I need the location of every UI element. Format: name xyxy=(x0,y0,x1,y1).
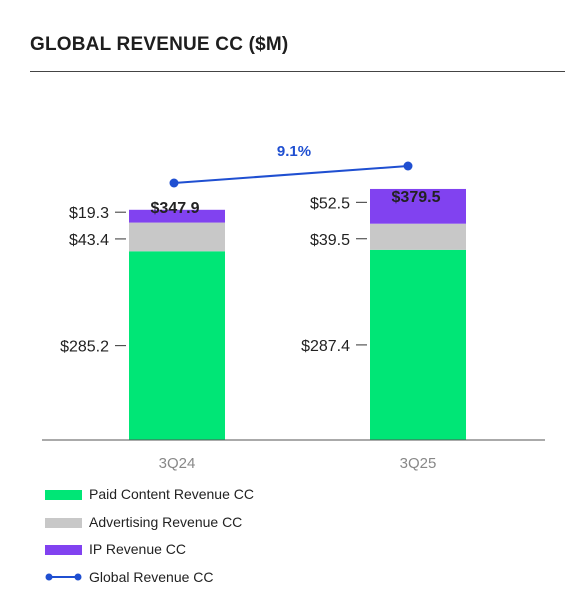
bar-segment-paid-content-revenue-cc-3q25 xyxy=(370,249,466,440)
global-revenue-line xyxy=(173,165,409,184)
x-tick-label-3q24: 3Q24 xyxy=(159,455,196,472)
legend-label-advertising: Advertising Revenue CC xyxy=(89,514,243,530)
bar-segment-ip-revenue-cc-3q25 xyxy=(370,188,466,224)
total-label-3q24: $347.9 xyxy=(151,200,200,217)
chart-title: GLOBAL REVENUE CC ($M) xyxy=(30,34,289,55)
bar-segment-paid-content-revenue-cc-3q24 xyxy=(129,251,225,440)
data-label-ip-revenue-cc-3q25: $52.5 xyxy=(310,195,350,212)
bar-segment-ip-revenue-cc-3q24 xyxy=(129,209,225,223)
stacked-bar-chart: $285.2 $43.4 $19.3 $287.4 $39.5 $52.5 3Q24 3Q25… xyxy=(42,143,545,472)
bar-segment-advertising-revenue-cc-3q24 xyxy=(129,222,225,252)
data-label-ip-revenue-cc-3q24: $19.3 xyxy=(69,205,109,222)
legend-swatch-advertising xyxy=(45,518,82,528)
global-revenue-point-3q25 xyxy=(403,161,413,171)
global-revenue-point-3q24 xyxy=(169,178,179,188)
legend-swatch-global xyxy=(45,573,82,581)
legend-label-ip: IP Revenue CC xyxy=(89,541,187,557)
data-label-advertising-revenue-cc-3q25: $39.5 xyxy=(310,232,350,249)
legend-label-global: Global Revenue CC xyxy=(89,569,214,585)
legend-swatch-paid-content xyxy=(45,490,82,500)
title-divider xyxy=(30,71,565,72)
data-label-advertising-revenue-cc-3q24: $43.4 xyxy=(69,232,109,249)
x-tick-label-3q25: 3Q25 xyxy=(400,455,437,472)
bar-segment-advertising-revenue-cc-3q25 xyxy=(370,223,466,250)
legend-swatch-ip xyxy=(45,545,82,555)
growth-label: 9.1% xyxy=(277,143,311,160)
total-label-3q25: $379.5 xyxy=(392,189,441,206)
data-label-paid-content-revenue-cc-3q25: $287.4 xyxy=(301,338,350,355)
legend-label-paid-content: Paid Content Revenue CC xyxy=(89,486,254,502)
data-label-paid-content-revenue-cc-3q24: $285.2 xyxy=(60,339,109,356)
